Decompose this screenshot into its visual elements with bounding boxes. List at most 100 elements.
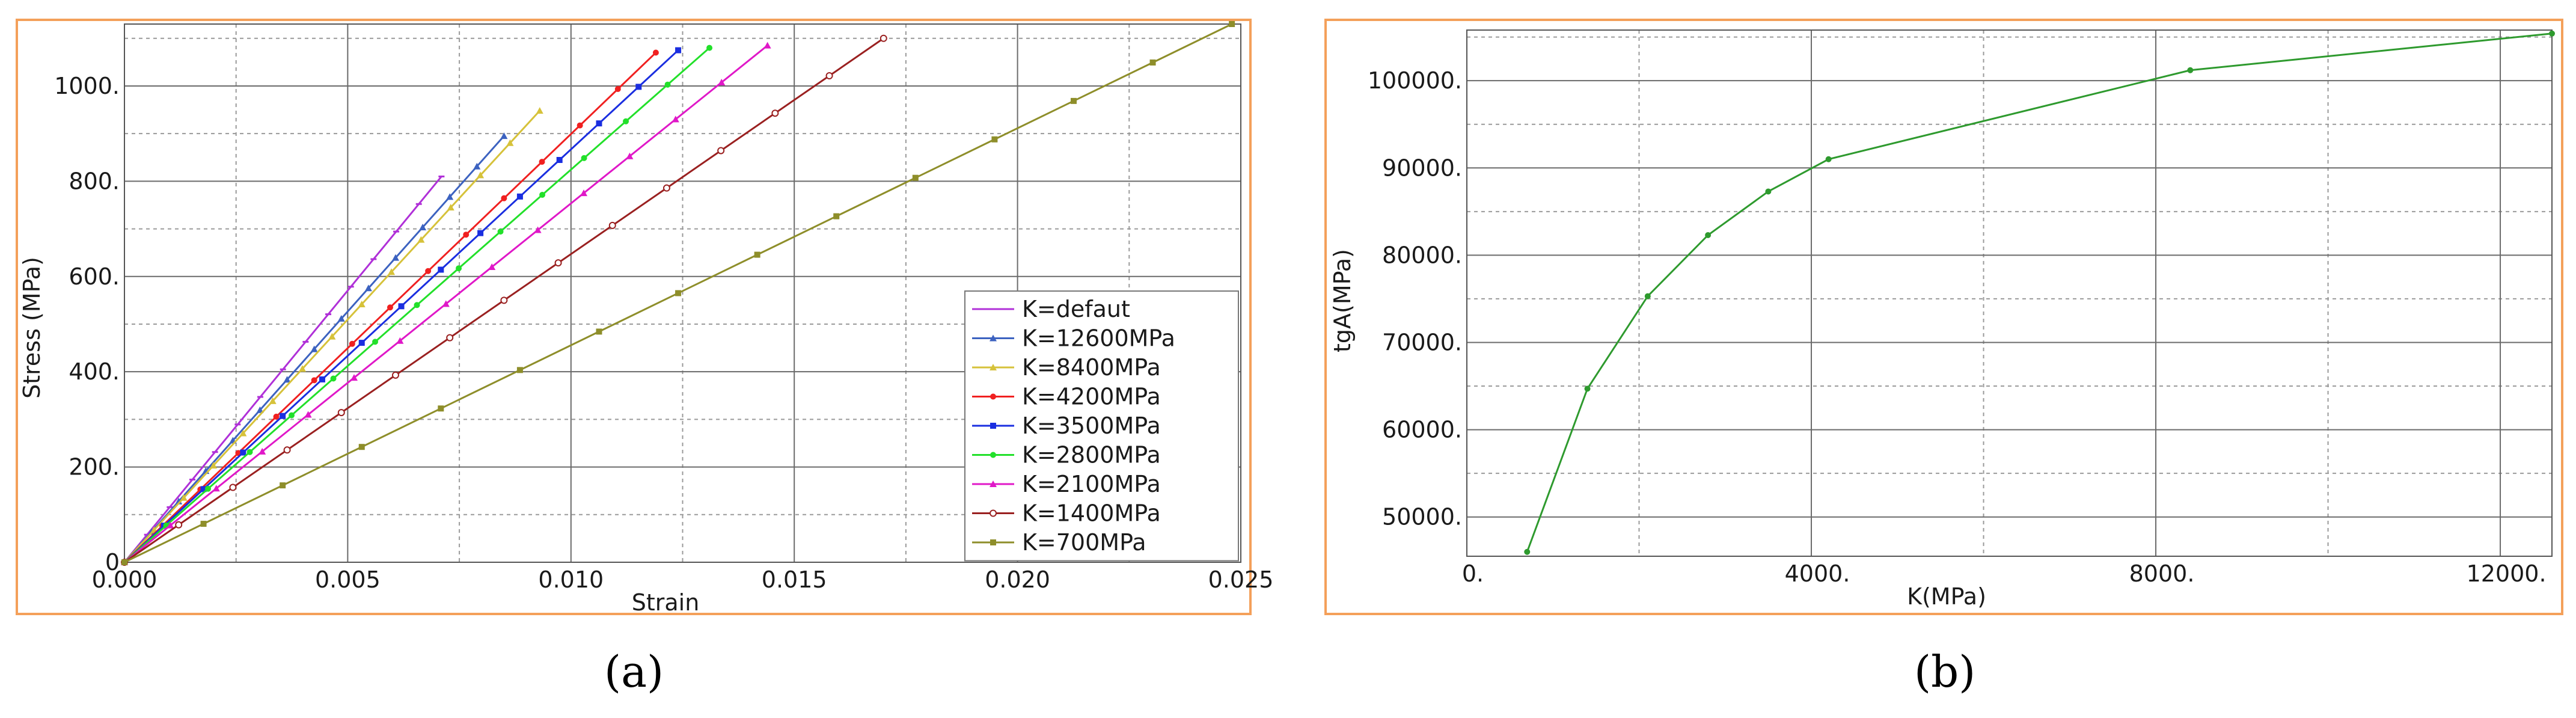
series-marker [259,447,266,455]
series-marker [239,429,247,437]
series-marker [200,486,207,492]
series-marker [396,337,404,344]
series-marker [501,195,507,201]
series-marker [299,365,307,372]
y-tick-label: 400. [69,358,120,385]
legend-label: K=2100MPa [1022,471,1161,497]
series-marker [536,107,543,114]
x-tick-label: 8000. [2129,560,2195,587]
y-tick-label: 50000. [1382,504,1462,530]
series-marker [1070,97,1077,104]
legend-label: K=700MPa [1022,529,1146,556]
series-marker [717,147,725,155]
series-marker [304,411,312,418]
x-tick-label: 12000. [2467,560,2547,587]
series-point [1524,548,1531,555]
chart-b-series [1524,30,2555,555]
series-marker [328,333,336,340]
chart-a-ylabel: Stress (MPa) [19,257,45,399]
series-marker [771,109,779,117]
series-marker [635,84,642,90]
series-group [121,132,508,565]
series-marker [398,303,405,310]
series-marker [311,377,317,384]
series-marker [447,204,454,211]
series-marker [414,302,420,308]
series-marker [364,284,372,292]
series-marker [121,559,127,565]
series-marker [330,375,337,382]
series-marker [488,263,496,270]
series-marker [438,405,444,412]
legend-marker [990,509,997,517]
y-tick-label: 80000. [1382,242,1462,268]
series-point [2549,30,2555,37]
caption-a: (a) [604,646,664,697]
series-marker [718,79,726,86]
series-marker [310,345,318,352]
caption-b: (b) [1914,646,1976,697]
legend-marker [990,334,997,342]
chart-b: 0. 4000. 8000. 12000. 50000. 60000. 70000. 8000… [1329,29,2555,610]
y-tick-label: 1000. [54,73,120,99]
series-point [1705,232,1712,239]
series-point [2187,67,2194,73]
series-group [121,21,1235,565]
legend-label: K=4200MPa [1022,384,1161,410]
x-tick-label: 0.000 [92,566,158,593]
legend-label: K=3500MPa [1022,413,1161,439]
series-marker [200,521,207,527]
series-marker [477,171,485,179]
series-marker [516,193,523,200]
chart-b-tick-labels: 0. 4000. 8000. 12000. 50000. 60000. 70000. 8000… [1368,67,2547,587]
series-marker [358,340,365,346]
y-tick-label: 60000. [1382,417,1462,443]
series-marker [289,412,295,419]
series-marker [672,115,679,123]
series-marker [596,328,602,335]
series-marker [539,159,545,165]
series-marker [463,232,470,238]
series-marker [608,221,616,229]
legend-label: K=1400MPa [1022,500,1161,527]
series-marker [269,397,277,404]
series-marker [446,193,454,200]
series-marker [205,485,212,492]
series-marker [349,340,355,347]
x-tick-label: 0.025 [1208,566,1274,593]
series-marker [229,483,237,491]
series-marker [473,162,481,170]
series-marker [337,409,345,417]
y-tick-label: 100000. [1368,67,1462,94]
series-marker [675,290,682,296]
series-marker [626,152,634,159]
series-marker [358,300,366,307]
series-marker [477,230,484,236]
series-marker [1229,21,1235,27]
series-marker [438,266,444,273]
legend-label: K=8400MPa [1022,354,1161,381]
series-marker [556,157,563,164]
y-tick-label: 200. [69,454,120,480]
series-point [1584,385,1591,392]
series-marker [419,224,427,231]
x-tick-label: 4000. [1785,560,1850,587]
legend-marker [990,452,996,458]
y-tick-label: 90000. [1382,155,1462,181]
series-group [121,107,543,565]
series-marker [273,413,280,420]
series-marker [175,521,183,529]
series-marker [754,251,760,258]
series-marker [500,132,508,140]
x-tick-label: 0.010 [538,566,604,593]
series-marker [387,304,393,311]
series-marker [280,413,286,419]
series-marker [425,268,432,274]
y-tick-label: 70000. [1382,329,1462,355]
series-marker [596,120,602,127]
series-marker [497,229,504,235]
chart-a: 0.000 0.005 0.010 0.015 0.020 0.025 0 200. 400. 6… [19,21,1273,616]
series-marker [358,444,365,450]
series-marker [391,371,399,379]
series-marker [391,254,399,261]
